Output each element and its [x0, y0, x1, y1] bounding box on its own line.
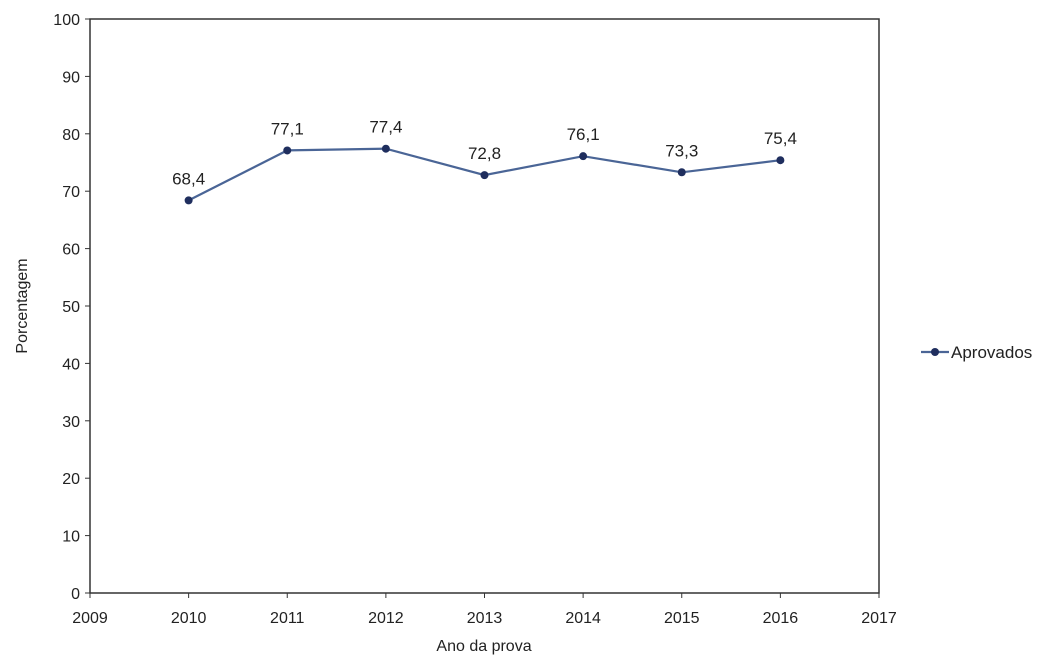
data-label: 75,4: [764, 129, 797, 148]
data-label: 73,3: [665, 141, 698, 160]
y-tick-label: 60: [62, 242, 80, 259]
x-tick-label: 2017: [861, 610, 897, 627]
x-tick-label: 2012: [368, 610, 404, 627]
x-tick-label: 2016: [763, 610, 799, 627]
legend-label: Aprovados: [951, 343, 1032, 362]
y-tick-label: 90: [62, 69, 80, 86]
data-point: [480, 171, 489, 180]
plot-area: [89, 18, 880, 594]
x-tick-label: 2013: [467, 610, 503, 627]
data-label: 72,8: [468, 144, 501, 163]
data-label: 68,4: [172, 169, 205, 188]
x-tick-label: 2010: [171, 610, 207, 627]
y-tick-label: 50: [62, 299, 80, 316]
y-tick-label: 30: [62, 414, 80, 431]
y-axis-ticks: 0 10 20 30 40 50 60 70 80 90 100: [53, 12, 90, 603]
legend: Aprovados: [921, 343, 1032, 362]
data-point: [677, 168, 686, 177]
y-tick-label: 40: [62, 356, 80, 373]
y-tick-label: 0: [71, 586, 80, 603]
y-tick-label: 10: [62, 529, 80, 546]
x-tick-label: 2011: [270, 610, 305, 627]
data-point: [776, 156, 785, 165]
data-label: 77,4: [369, 118, 402, 137]
x-tick-label: 2009: [72, 610, 108, 627]
series-layer: 68,4 77,1 77,4 72,8 76,1 73,3 75,4: [172, 118, 797, 205]
y-tick-label: 70: [62, 184, 80, 201]
data-point: [184, 196, 193, 205]
data-point: [381, 144, 390, 153]
x-axis-title: Ano da prova: [436, 638, 531, 655]
data-point: [283, 146, 292, 155]
x-tick-label: 2015: [664, 610, 700, 627]
data-label: 77,1: [271, 119, 304, 138]
y-tick-label: 100: [53, 12, 80, 29]
y-tick-label: 80: [62, 127, 80, 144]
y-axis-title: Porcentagem: [14, 258, 31, 353]
x-axis-ticks: 2009 2010 2011 2012 2013 2014 2015 2016 2017: [72, 593, 897, 627]
x-tick-label: 2014: [565, 610, 601, 627]
data-point: [579, 152, 588, 161]
legend-marker: [931, 348, 939, 356]
y-tick-label: 20: [62, 471, 80, 488]
data-label: 76,1: [567, 125, 600, 144]
